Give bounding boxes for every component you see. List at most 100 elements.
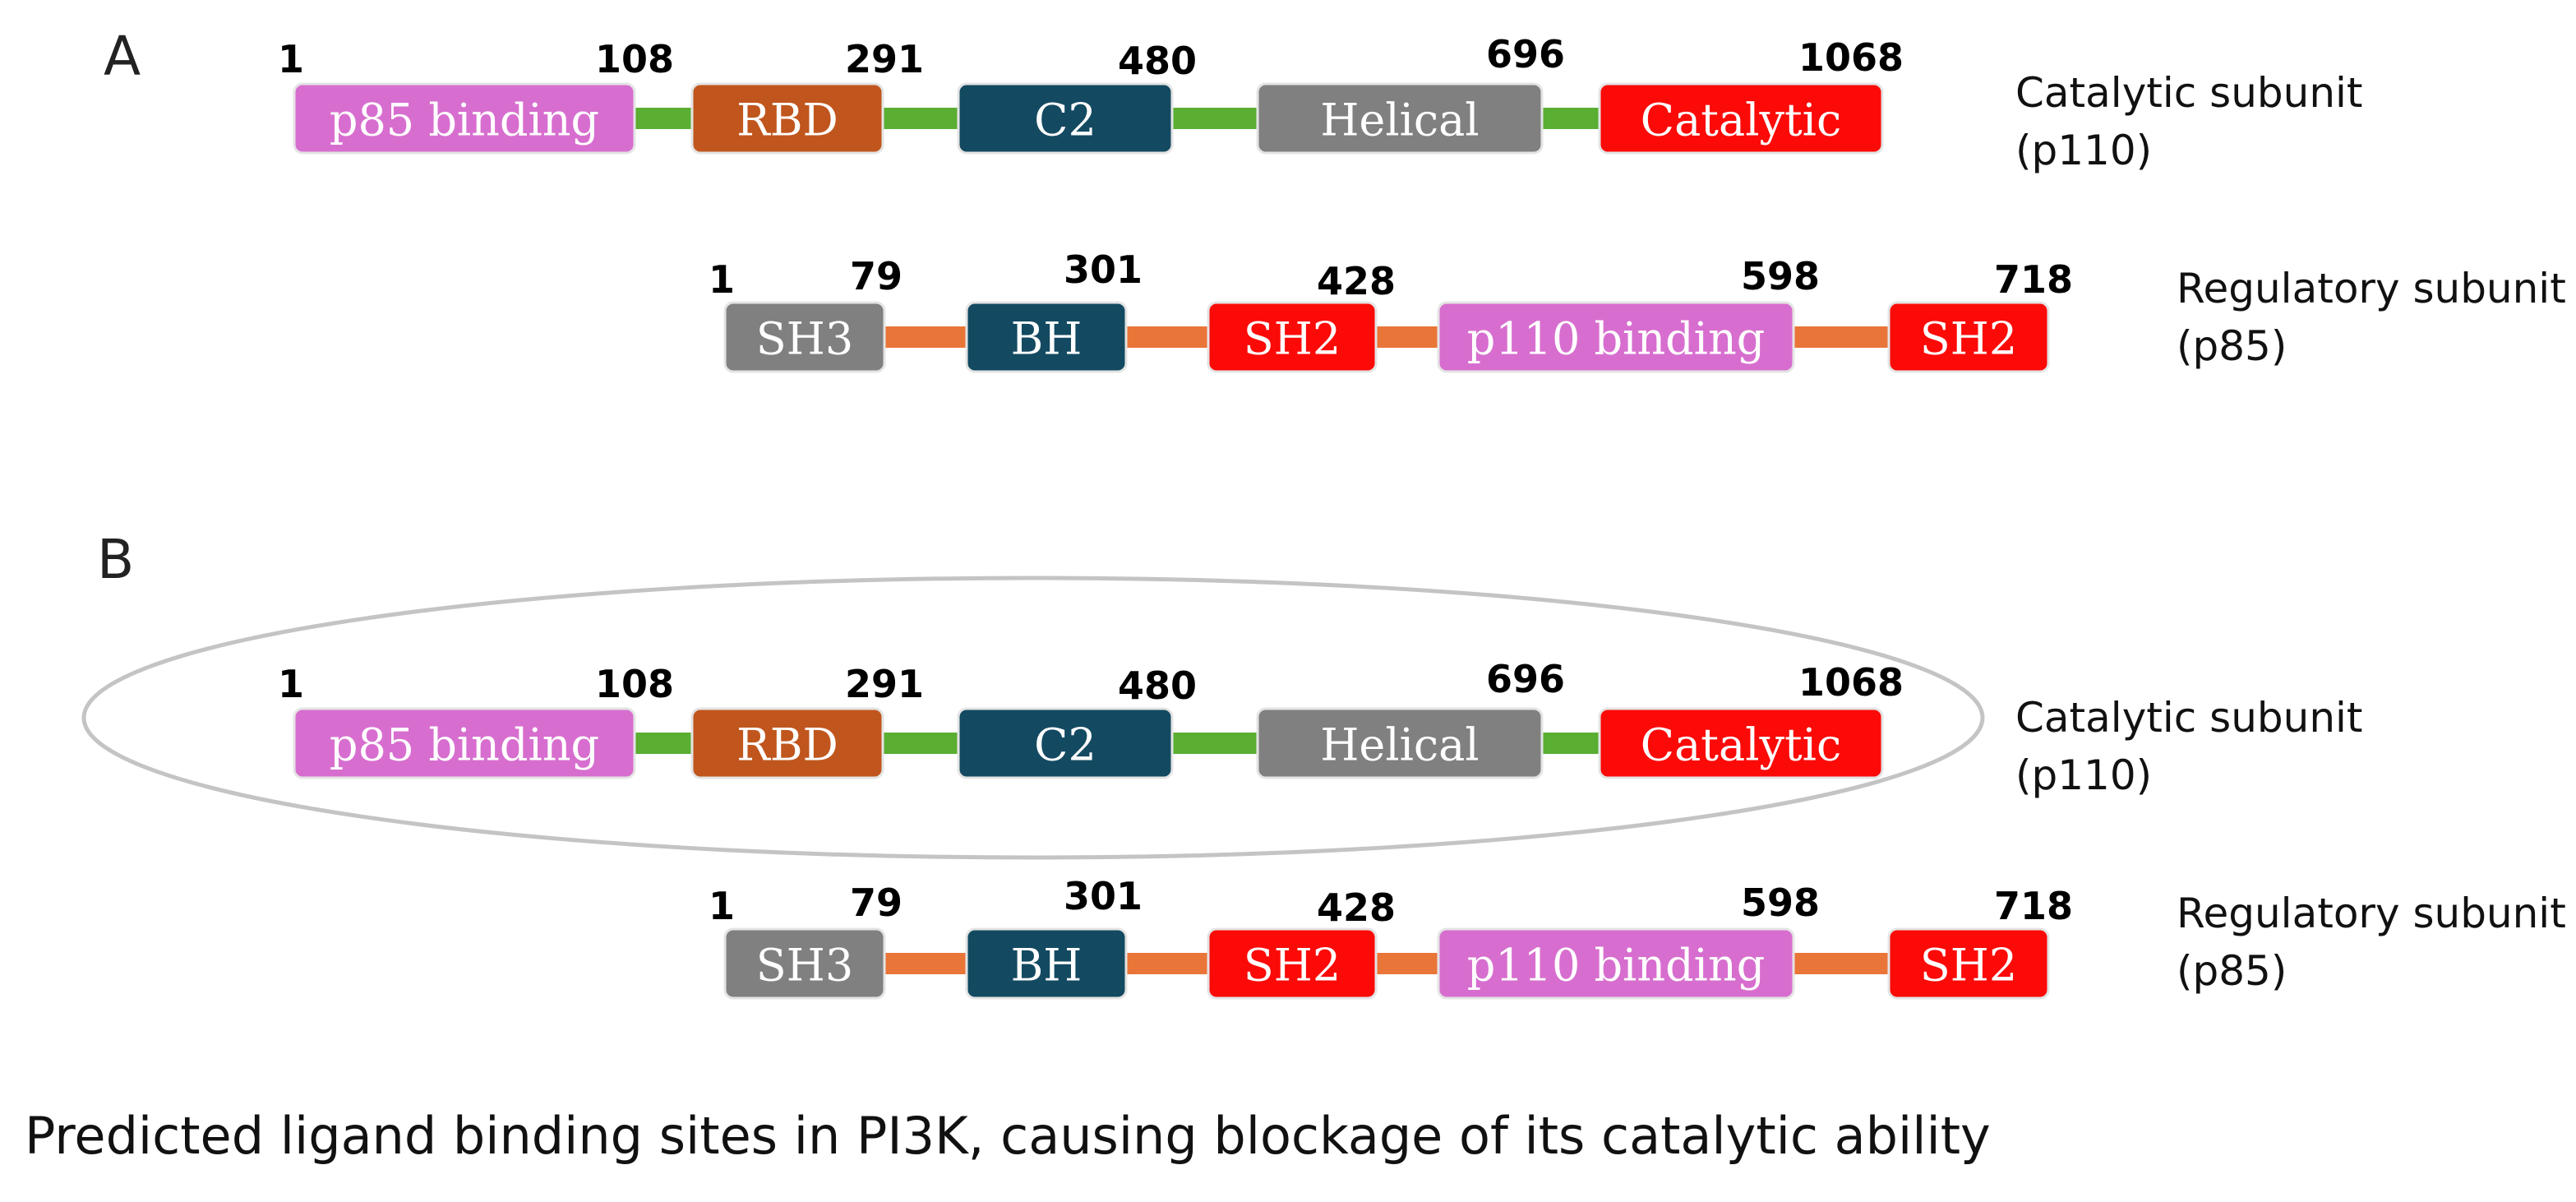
figure-caption: Predicted ligand binding sites in PI3K, … xyxy=(25,1106,1991,1166)
domain-p85-binding xyxy=(293,82,636,155)
linker-2 xyxy=(1172,108,1258,129)
residue-position-291: 291 xyxy=(845,37,924,81)
regulatory-subunit-label-a: Regulatory subunit (p85) xyxy=(2177,260,2566,375)
panel-label-a: A xyxy=(104,25,141,88)
domain-architecture-diagram: p85 binding RBD C2 Helical Catalytic 1 108 291 4… xyxy=(81,32,2073,1000)
residue-position-108: 108 xyxy=(595,662,674,706)
residue-position-480: 480 xyxy=(1118,39,1197,83)
domain-p110-binding xyxy=(1437,927,1795,1000)
panel-a-regulatory-row: SH3 BH SH2 p110 binding SH2 1 79 301 428 598 718 xyxy=(709,247,2073,373)
residue-position-1: 1 xyxy=(278,37,304,81)
catalytic-subunit-name: Catalytic subunit xyxy=(2015,694,2363,742)
domain-sh3 xyxy=(723,927,886,1000)
linker-1 xyxy=(883,108,958,129)
residue-position-696: 696 xyxy=(1486,657,1565,701)
panel-label-b: B xyxy=(97,528,135,591)
domain-label-p110-binding: p110 binding xyxy=(1467,313,1766,365)
domain-label-sh2: SH2 xyxy=(1244,940,1341,992)
domain-label-p85-binding: p85 binding xyxy=(330,95,599,146)
regulatory-subunit-code: (p85) xyxy=(2177,322,2287,370)
domain-sh2 xyxy=(1207,927,1378,1000)
domain-label-helical: Helical xyxy=(1320,95,1479,146)
linker-3 xyxy=(1794,326,1889,348)
linker-0 xyxy=(884,326,967,348)
domain-label-helical: Helical xyxy=(1320,719,1479,771)
regulatory-subunit-label-b: Regulatory subunit (p85) xyxy=(2177,885,2566,1000)
catalytic-subunit-name: Catalytic subunit xyxy=(2015,69,2363,117)
catalytic-subunit-label-b: Catalytic subunit (p110) xyxy=(2015,689,2363,804)
binding-site-highlight-ellipse xyxy=(81,576,1985,860)
domain-label-sh3: SH3 xyxy=(756,940,853,992)
residue-position-718: 718 xyxy=(1994,257,2073,302)
domain-label-rbd: RBD xyxy=(736,719,838,771)
domain-rbd xyxy=(690,82,884,155)
panel-b-regulatory-row: SH3 BH SH2 p110 binding SH2 1 79 301 428 598 718 xyxy=(709,874,2073,1000)
residue-position-108: 108 xyxy=(595,37,674,81)
residue-position-1: 1 xyxy=(709,884,735,928)
linker-3 xyxy=(1794,953,1889,974)
linker-3 xyxy=(1542,108,1600,129)
residue-position-301: 301 xyxy=(1064,874,1143,918)
residue-position-291: 291 xyxy=(845,662,924,706)
residue-position-1: 1 xyxy=(709,257,735,302)
domain-p85-binding xyxy=(293,707,636,779)
residue-position-598: 598 xyxy=(1741,254,1820,298)
domain-label-catalytic: Catalytic xyxy=(1641,95,1841,146)
domain-label-c2: C2 xyxy=(1034,95,1096,146)
domain-sh2 xyxy=(1207,301,1378,373)
domain-helical xyxy=(1256,707,1544,779)
linker-0 xyxy=(884,953,967,974)
catalytic-subunit-code: (p110) xyxy=(2015,127,2153,174)
domain-sh3 xyxy=(723,301,886,373)
panel-b-catalytic-row: p85 binding RBD C2 Helical Catalytic 1 108 291 4… xyxy=(278,657,1904,779)
domain-sh2 xyxy=(1887,927,2050,1000)
regulatory-subunit-name: Regulatory subunit xyxy=(2177,890,2566,937)
residue-position-598: 598 xyxy=(1741,881,1820,925)
domain-label-sh3: SH3 xyxy=(756,313,853,365)
domain-sh2 xyxy=(1887,301,2050,373)
domain-bh xyxy=(965,301,1128,373)
domain-p110-binding xyxy=(1437,301,1795,373)
residue-position-301: 301 xyxy=(1064,247,1143,292)
residue-position-79: 79 xyxy=(850,881,903,925)
domain-label-sh2: SH2 xyxy=(1920,940,2017,992)
domain-catalytic xyxy=(1598,707,1884,779)
residue-position-1: 1 xyxy=(278,662,304,706)
linker-0 xyxy=(635,733,692,754)
regulatory-subunit-code: (p85) xyxy=(2177,947,2287,995)
regulatory-subunit-name: Regulatory subunit xyxy=(2177,265,2566,312)
domain-label-sh2: SH2 xyxy=(1920,313,2017,365)
catalytic-subunit-label-a: Catalytic subunit (p110) xyxy=(2015,64,2363,179)
domain-label-sh2: SH2 xyxy=(1244,313,1341,365)
domain-label-bh: BH xyxy=(1011,313,1083,365)
residue-position-428: 428 xyxy=(1317,259,1396,303)
domain-c2 xyxy=(957,707,1174,779)
linker-1 xyxy=(1126,326,1208,348)
residue-position-428: 428 xyxy=(1317,885,1396,930)
domain-label-p110-binding: p110 binding xyxy=(1467,940,1766,992)
domain-label-p85-binding: p85 binding xyxy=(330,719,599,771)
residue-position-718: 718 xyxy=(1994,884,2073,928)
domain-catalytic xyxy=(1598,82,1884,155)
linker-2 xyxy=(1172,733,1258,754)
linker-2 xyxy=(1376,326,1438,348)
residue-position-1068: 1068 xyxy=(1798,660,1904,705)
domain-label-c2: C2 xyxy=(1034,719,1096,771)
residue-position-696: 696 xyxy=(1486,32,1565,76)
domain-label-catalytic: Catalytic xyxy=(1641,719,1841,771)
residue-position-79: 79 xyxy=(850,254,903,298)
panel-a-catalytic-row: p85 binding RBD C2 Helical Catalytic 1 108 291 4… xyxy=(278,32,1904,155)
domain-rbd xyxy=(690,707,884,779)
catalytic-subunit-code: (p110) xyxy=(2015,751,2153,799)
domain-c2 xyxy=(957,82,1174,155)
linker-1 xyxy=(883,733,958,754)
domain-label-rbd: RBD xyxy=(736,95,838,146)
domain-bh xyxy=(965,927,1128,1000)
linker-1 xyxy=(1126,953,1208,974)
domain-label-bh: BH xyxy=(1011,940,1083,992)
linker-0 xyxy=(635,108,692,129)
linker-3 xyxy=(1542,733,1600,754)
residue-position-480: 480 xyxy=(1118,663,1197,708)
residue-position-1068: 1068 xyxy=(1798,35,1904,80)
domain-helical xyxy=(1256,82,1544,155)
